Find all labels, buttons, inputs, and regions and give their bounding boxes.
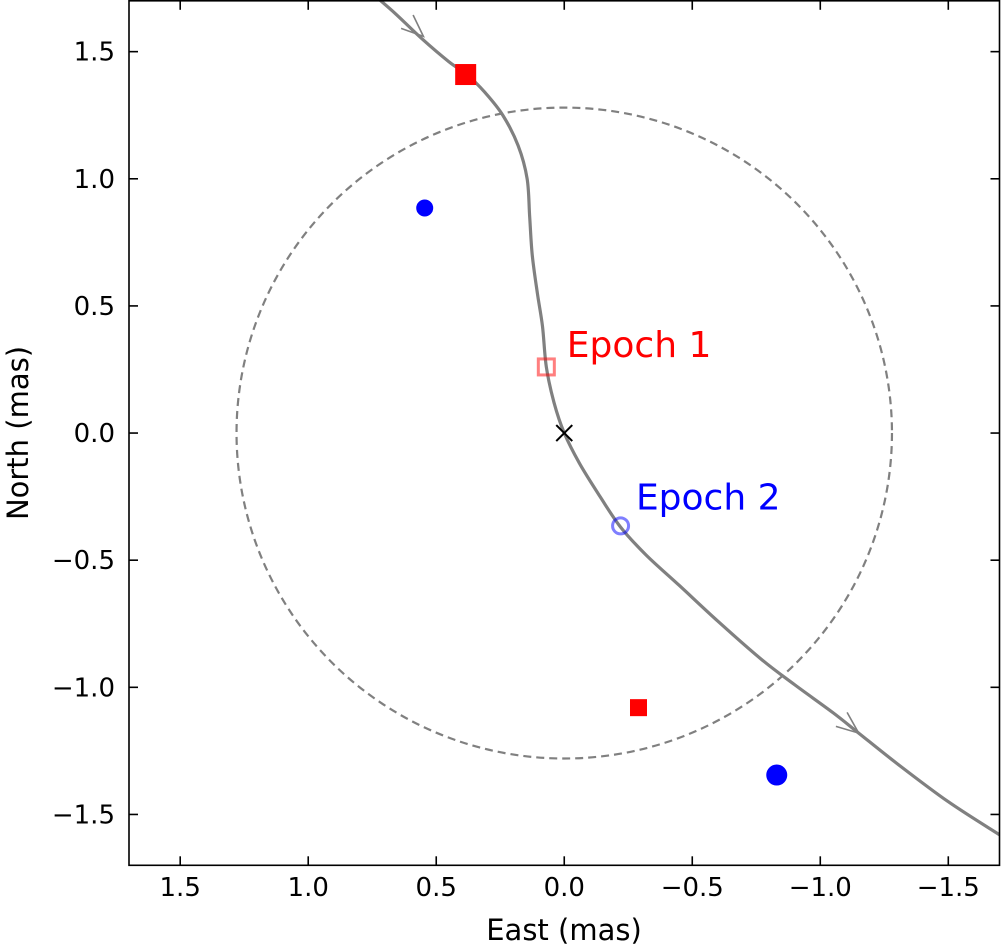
plot-frame [128,0,1001,867]
x-tick-label-3: 0.5 [416,873,457,903]
x-tick-label-2: 1.0 [288,873,329,903]
plot-marks: Epoch 1 Epoch 2 [235,0,1000,837]
center-x-stroke-2 [555,424,573,442]
dashed-circle [235,106,894,760]
y-tick-label-7: −1.5 [52,800,115,830]
x-tick-label-7: −1.5 [917,873,980,903]
square-marker-1-2 [629,699,647,717]
x-tick-label-5: −0.5 [661,873,724,903]
trajectory-arrow-2 [835,712,861,735]
y-tick-label-1: 1.5 [74,38,115,68]
plot-area [235,0,1000,837]
square-marker-1-3 [536,357,556,377]
trajectory-arrow-1 [400,14,425,38]
x-tick-label-1: 1.5 [160,873,201,903]
square-marker-1-1 [455,64,477,86]
x-tick-label-4: 0.0 [544,873,585,903]
y-tick-label-3: 0.5 [74,292,115,322]
y-tick-label-5: −0.5 [52,546,115,576]
circle-marker-2-3 [611,516,631,536]
center-x-marker [555,424,573,442]
trajectory-line [378,0,1000,837]
annotation-epoch-1: Epoch 1 [567,325,712,366]
y-tick-label-4: 0.0 [74,419,115,449]
x-axis-title: East (mas) [486,913,642,947]
circle-marker-2-2 [766,764,788,786]
y-tick-label-2: 1.0 [74,165,115,195]
axis-ticks: 1.5 1.0 0.5 0.0 −0.5 −1.0 −1.5 1.5 1.0 0.5 0.0 −0.5… [52,0,1000,903]
y-tick-label-6: −1.0 [52,673,115,703]
y-axis-title: North (mas) [1,346,35,520]
annotation-epoch-2: Epoch 2 [636,477,781,518]
x-tick-label-6: −1.0 [789,873,852,903]
circle-marker-2-1 [416,199,434,217]
